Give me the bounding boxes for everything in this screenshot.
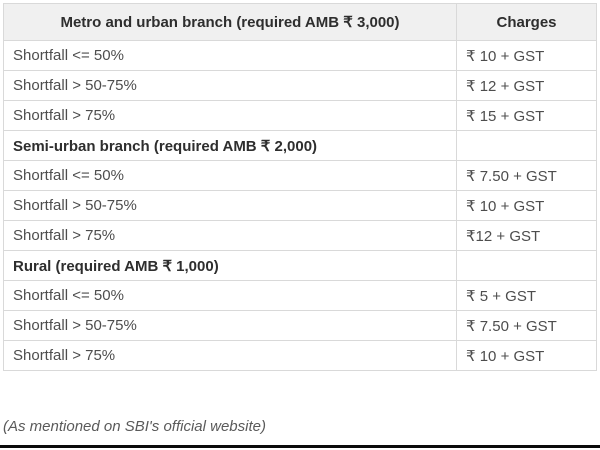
row-label: Shortfall > 50-75% [3,70,457,101]
row-label: Shortfall > 50-75% [3,310,457,341]
row-label: Shortfall > 75% [3,220,457,251]
bottom-border-bar [0,445,600,448]
row-label: Shortfall > 75% [3,100,457,131]
table-row: Shortfall > 75% ₹12 + GST [3,220,597,251]
row-charge: ₹ 12 + GST [456,70,597,101]
table-row: Shortfall > 50-75% ₹ 10 + GST [3,190,597,221]
table-body: Shortfall <= 50% ₹ 10 + GST Shortfall > 50… [3,40,597,371]
table-row: Shortfall > 50-75% ₹ 12 + GST [3,70,597,101]
table-row: Shortfall <= 50% ₹ 7.50 + GST [3,160,597,191]
row-charge: ₹ 7.50 + GST [456,160,597,191]
amb-charges-table: Metro and urban branch (required AMB ₹ 3… [3,3,597,371]
table-row: Shortfall <= 50% ₹ 5 + GST [3,280,597,311]
row-label: Shortfall > 50-75% [3,190,457,221]
table-header-charges: Charges [456,3,597,41]
table-row: Shortfall <= 50% ₹ 10 + GST [3,40,597,71]
table-header-branch: Metro and urban branch (required AMB ₹ 3… [3,3,457,41]
row-charge: ₹ 10 + GST [456,40,597,71]
table-row: Shortfall > 50-75% ₹ 7.50 + GST [3,310,597,341]
row-label: Rural (required AMB ₹ 1,000) [3,250,457,281]
row-label: Shortfall > 75% [3,340,457,371]
section-header-row: Rural (required AMB ₹ 1,000) [3,250,597,281]
section-header-row: Semi-urban branch (required AMB ₹ 2,000) [3,130,597,161]
footer-note: (As mentioned on SBI's official website) [3,418,266,435]
row-charge: ₹12 + GST [456,220,597,251]
row-charge: ₹ 10 + GST [456,340,597,371]
row-charge: ₹ 5 + GST [456,280,597,311]
row-label: Shortfall <= 50% [3,160,457,191]
table-header-row: Metro and urban branch (required AMB ₹ 3… [3,3,597,41]
row-label: Shortfall <= 50% [3,280,457,311]
table-row: Shortfall > 75% ₹ 10 + GST [3,340,597,371]
row-label: Semi-urban branch (required AMB ₹ 2,000) [3,130,457,161]
row-charge: ₹ 7.50 + GST [456,310,597,341]
table-head: Metro and urban branch (required AMB ₹ 3… [3,3,597,41]
row-charge: ₹ 15 + GST [456,100,597,131]
row-charge [456,250,597,281]
row-charge [456,130,597,161]
row-label: Shortfall <= 50% [3,40,457,71]
row-charge: ₹ 10 + GST [456,190,597,221]
table-row: Shortfall > 75% ₹ 15 + GST [3,100,597,131]
